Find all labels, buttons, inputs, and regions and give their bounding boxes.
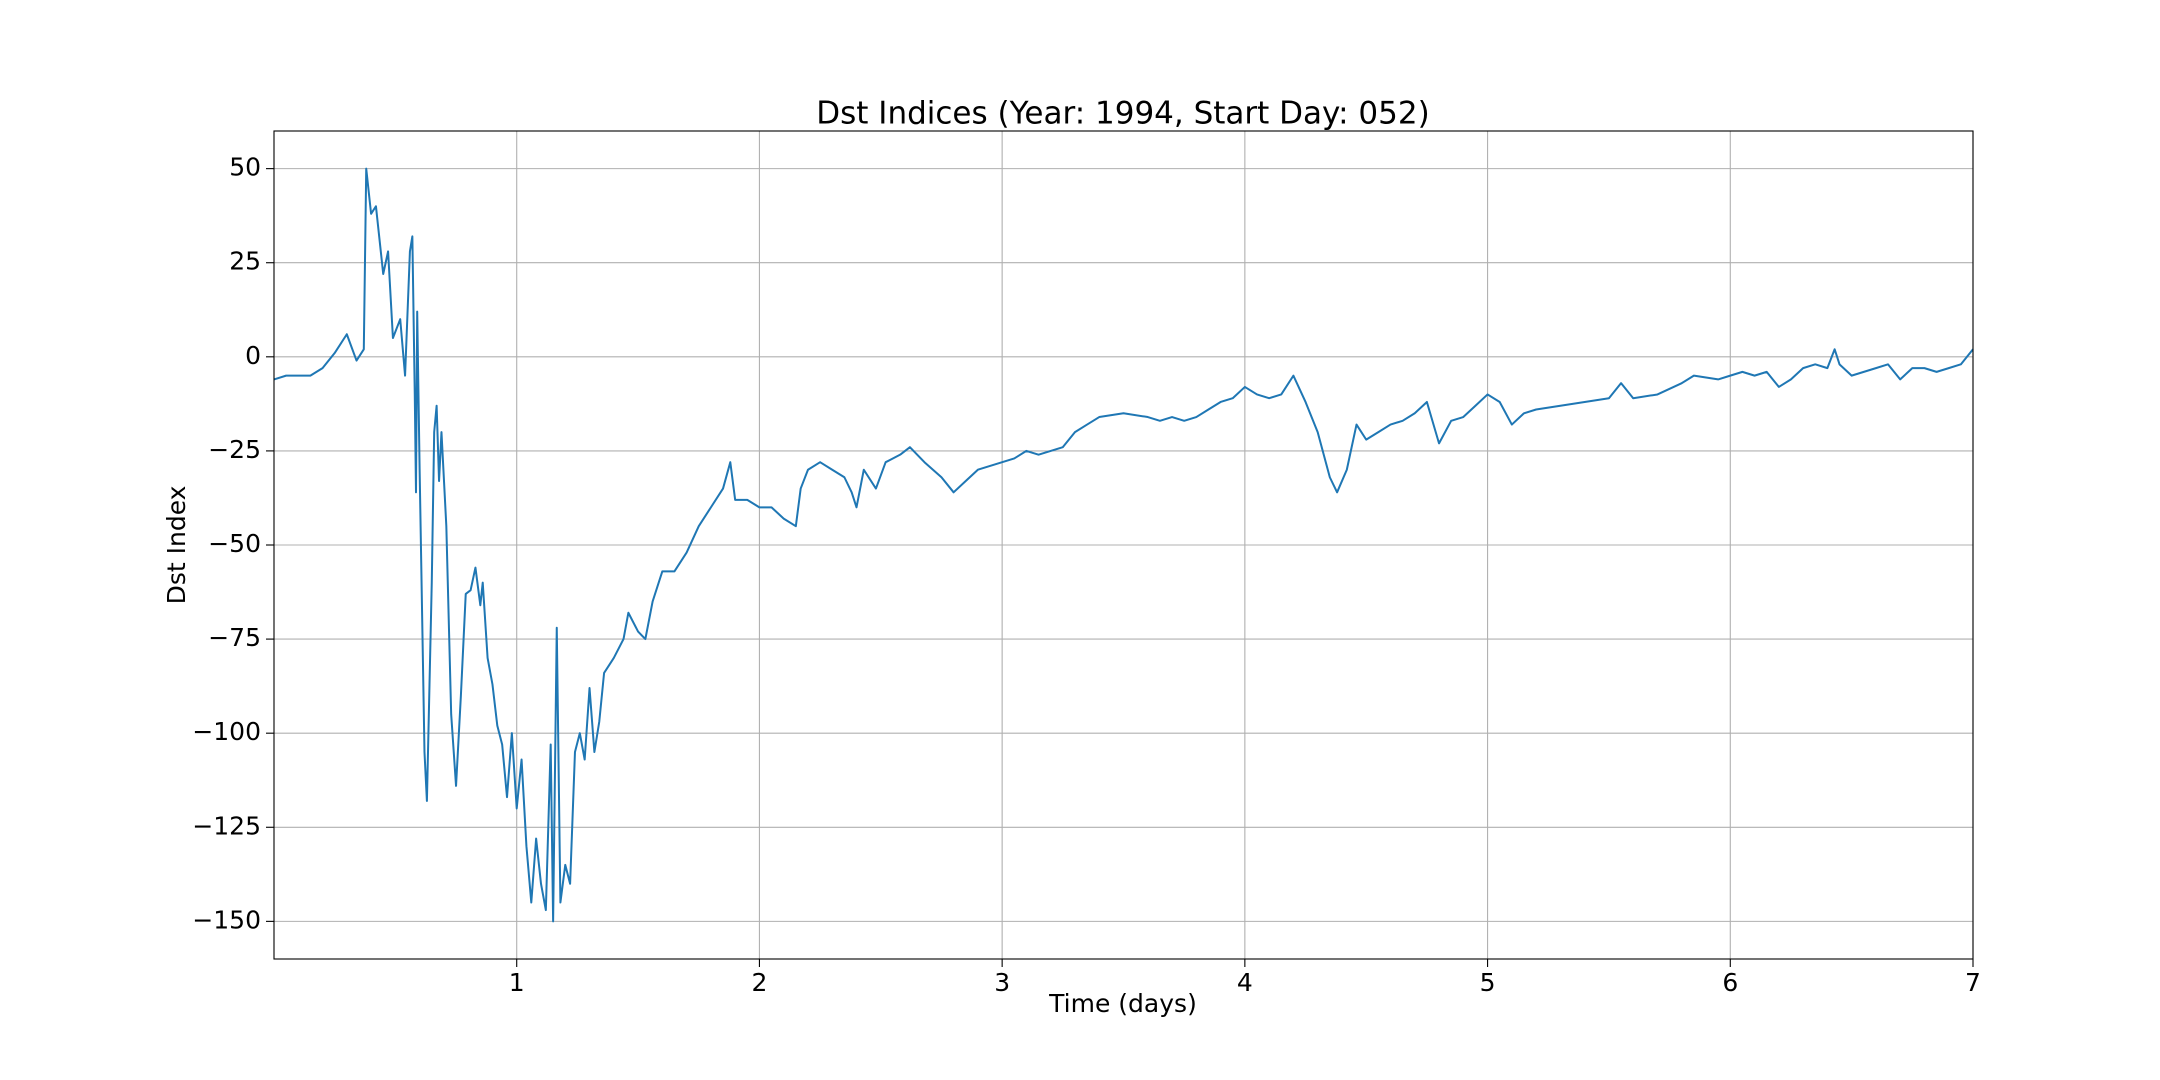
plot-frame (273, 130, 1974, 960)
x-tick-label: 4 (1237, 968, 1253, 997)
y-tick-label: −75 (208, 623, 261, 652)
x-tick-label: 6 (1722, 968, 1738, 997)
x-tick-label: 7 (1965, 968, 1981, 997)
x-axis-label: Time (days) (1048, 989, 1197, 1018)
y-tick-label: 50 (229, 153, 261, 182)
x-tick-label: 2 (751, 968, 767, 997)
y-axis-label: Dst Index (162, 486, 191, 605)
y-tick-label: −25 (208, 435, 261, 464)
y-tick-label: −125 (192, 811, 261, 840)
y-tick-label: 25 (229, 247, 261, 276)
y-tick-label: −150 (192, 905, 261, 934)
x-tick-label: 3 (994, 968, 1010, 997)
y-tick-label: −100 (192, 717, 261, 746)
x-tick-label: 1 (509, 968, 525, 997)
y-tick-label: −50 (208, 529, 261, 558)
y-tick-label: 0 (245, 341, 261, 370)
x-tick-label: 5 (1480, 968, 1496, 997)
data-line (273, 167, 1974, 923)
chart-title: Dst Indices (Year: 1994, Start Day: 052) (816, 96, 1429, 132)
